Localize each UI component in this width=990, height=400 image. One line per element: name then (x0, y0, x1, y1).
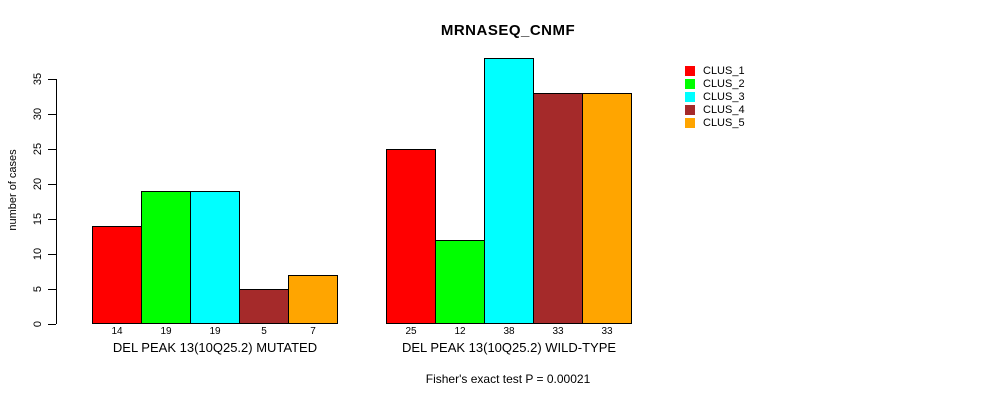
bar-clus_1-group1 (92, 226, 142, 324)
legend-item-clus_1: CLUS_1 (685, 65, 745, 77)
y-axis-tick-label: 10 (32, 247, 44, 261)
legend-swatch-icon (685, 79, 695, 89)
x-axis-group-label: DEL PEAK 13(10Q25.2) MUTATED (112, 340, 318, 355)
bar-value-label: 33 (601, 326, 613, 337)
y-axis-tick (48, 324, 56, 325)
bar-clus_3-group2 (484, 58, 534, 324)
y-axis-tick (48, 149, 56, 150)
y-axis-line (56, 79, 57, 324)
bar-value-label: 7 (310, 326, 316, 337)
y-axis-tick (48, 289, 56, 290)
legend-label: CLUS_5 (703, 117, 745, 129)
bar-clus_4-group1 (239, 289, 289, 324)
bar-value-label: 25 (405, 326, 417, 337)
bar-clus_1-group2 (386, 149, 436, 324)
legend-item-clus_2: CLUS_2 (685, 78, 745, 90)
legend: CLUS_1 CLUS_2 CLUS_3 CLUS_4 CLUS_5 (685, 65, 745, 129)
y-axis-tick (48, 254, 56, 255)
bar-value-label: 19 (209, 326, 221, 337)
y-axis-tick-label: 15 (32, 212, 44, 226)
bar-value-label: 12 (454, 326, 466, 337)
y-axis-tick-label: 35 (32, 72, 44, 86)
bar-value-label: 14 (111, 326, 123, 337)
y-axis-title: number of cases (7, 149, 19, 231)
y-axis-tick-label: 5 (32, 285, 44, 293)
chart-title: MRNASEQ_CNMF (440, 22, 576, 39)
bar-value-label: 38 (503, 326, 515, 337)
bar-clus_5-group1 (288, 275, 338, 324)
bar-clus_2-group2 (435, 240, 485, 324)
y-axis-tick (48, 184, 56, 185)
legend-swatch-icon (685, 105, 695, 115)
y-axis-tick (48, 79, 56, 80)
legend-swatch-icon (685, 118, 695, 128)
x-axis-group-label: DEL PEAK 13(10Q25.2) WILD-TYPE (401, 340, 617, 355)
bar-value-label: 33 (552, 326, 564, 337)
bar-value-label: 5 (261, 326, 267, 337)
legend-swatch-icon (685, 92, 695, 102)
bar-clus_2-group1 (141, 191, 191, 324)
legend-item-clus_3: CLUS_3 (685, 91, 745, 103)
legend-swatch-icon (685, 66, 695, 76)
legend-label: CLUS_3 (703, 91, 745, 103)
legend-label: CLUS_2 (703, 78, 745, 90)
y-axis-tick (48, 219, 56, 220)
bar-clus_4-group2 (533, 93, 583, 324)
y-axis-tick (48, 114, 56, 115)
y-axis-tick-label: 0 (32, 320, 44, 328)
legend-label: CLUS_4 (703, 104, 745, 116)
legend-item-clus_4: CLUS_4 (685, 104, 745, 116)
bar-clus_5-group2 (582, 93, 632, 324)
annotation-fisher-test: Fisher's exact test P = 0.00021 (425, 372, 591, 386)
y-axis-tick-label: 25 (32, 142, 44, 156)
y-axis-tick-label: 20 (32, 177, 44, 191)
y-axis-tick-label: 30 (32, 107, 44, 121)
legend-label: CLUS_1 (703, 65, 745, 77)
bar-clus_3-group1 (190, 191, 240, 324)
legend-item-clus_5: CLUS_5 (685, 117, 745, 129)
bar-value-label: 19 (160, 326, 172, 337)
